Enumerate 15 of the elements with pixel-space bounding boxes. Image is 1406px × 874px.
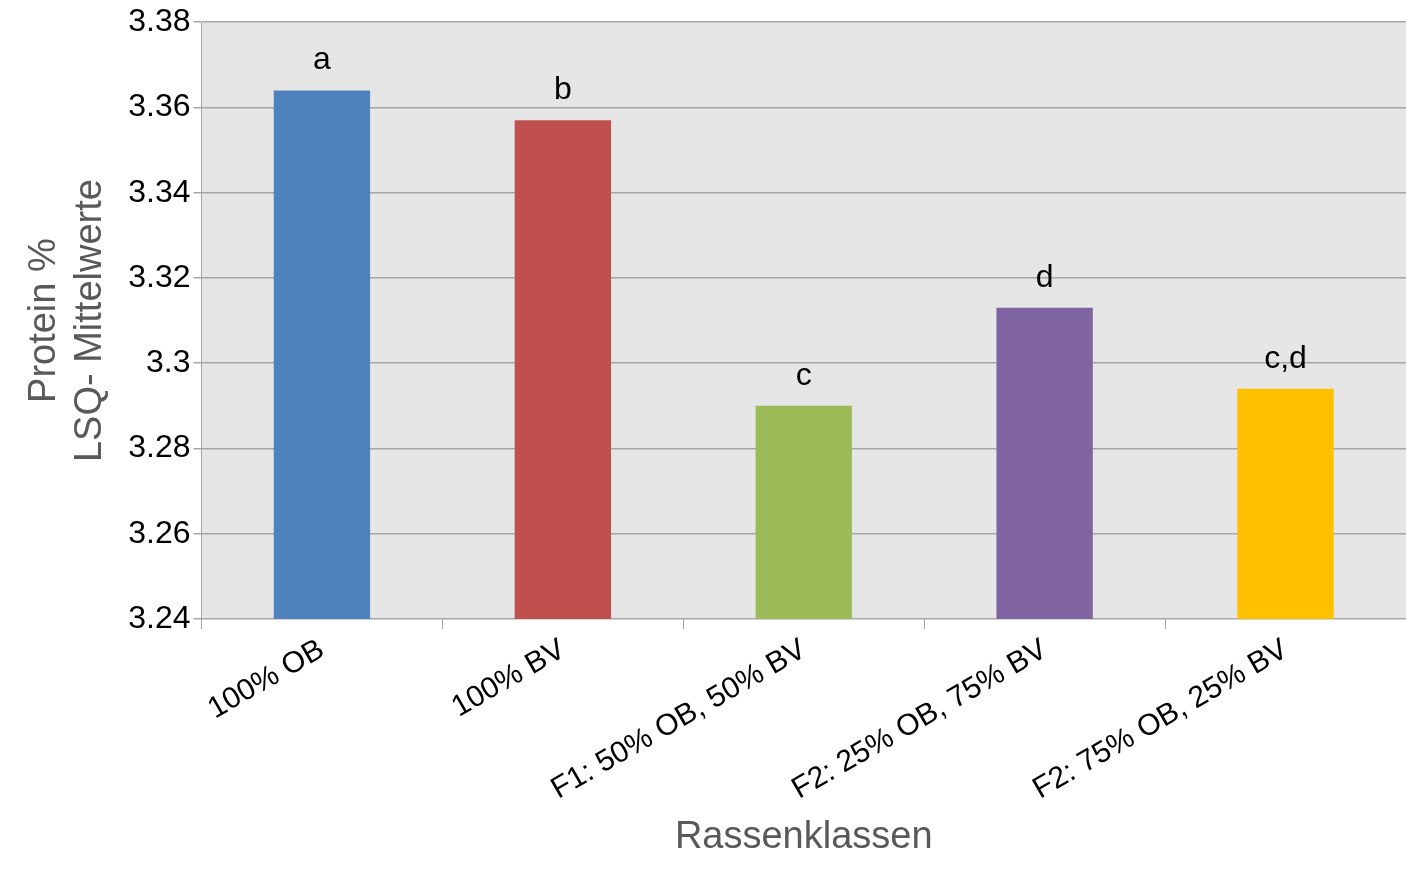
- y-tick-label: 3.28: [128, 428, 191, 465]
- x-axis-title: Rassenklassen: [674, 813, 933, 856]
- y-tick-label: 3.3: [146, 343, 191, 380]
- annotation: c: [795, 355, 812, 392]
- y-tick-label: 3.38: [128, 2, 191, 39]
- y-tick-label: 3.26: [128, 513, 191, 550]
- annotation: d: [1035, 257, 1054, 294]
- y-tick-label: 3.34: [128, 172, 191, 209]
- annotation: a: [313, 40, 332, 77]
- y-tick-label: 3.36: [128, 87, 191, 124]
- annotation: b: [553, 70, 572, 107]
- y-tick-label: 3.32: [128, 257, 191, 294]
- annotation: c,d: [1264, 338, 1307, 375]
- y-axis-title: Protein % LSQ- Mittelwerte: [21, 179, 109, 463]
- y-tick-label: 3.24: [128, 598, 191, 635]
